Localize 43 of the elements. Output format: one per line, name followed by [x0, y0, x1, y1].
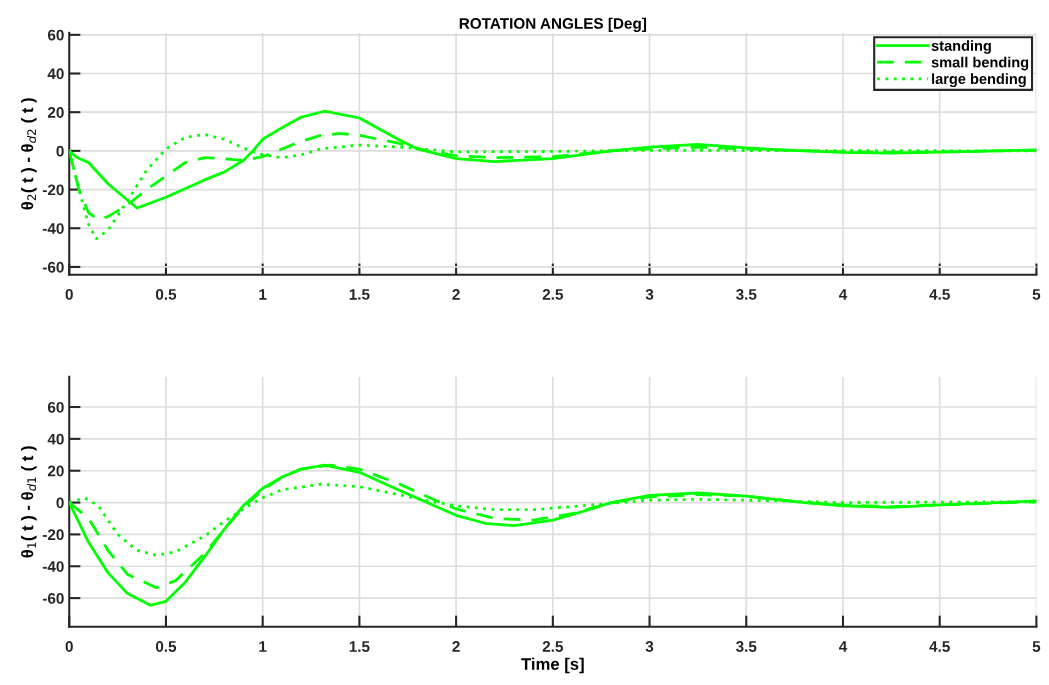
x-tick-label: 1.5 [349, 289, 370, 300]
y-tick-label: -20 [42, 184, 64, 196]
x-tick-label: 1 [259, 641, 267, 652]
x-tick-label: 3 [645, 288, 654, 300]
x-tick-label: 1.5 [349, 641, 370, 652]
y-tick-label: -60 [42, 261, 64, 273]
x-tick-label: 5 [1032, 289, 1041, 300]
y-tick-label: 60 [47, 401, 64, 413]
x-tick-label: 4 [838, 641, 848, 652]
x-tick-label: 0.5 [155, 288, 177, 300]
y-tick-label: 0 [56, 145, 64, 157]
x-tick-label: 0 [65, 288, 73, 300]
y-tick-label: -20 [42, 529, 64, 541]
y-tick-label: 20 [47, 465, 64, 477]
x-tick-label: 2 [452, 641, 460, 652]
x-tick-label: 4.5 [929, 289, 950, 300]
y-tick-label: 60 [47, 29, 64, 41]
y-tick-label: 40 [47, 433, 64, 445]
chart-title: ROTATION ANGLES [Deg] [459, 17, 647, 32]
x-tick-label: 3.5 [735, 288, 757, 300]
x-tick-label: 4 [838, 289, 848, 300]
x-tick-label: 1 [259, 289, 267, 300]
y-tick-label: -40 [42, 561, 64, 572]
x-tick-label: 2.5 [542, 641, 564, 652]
x-tick-label: 4.5 [929, 641, 950, 652]
x-tick-label: 3 [645, 641, 654, 652]
y-axis-title: θ$_{2}$( t ) - θ$_{d2}$ ( t ) [21, 98, 37, 210]
y-axis-title: θ$_{1}$( t ) - θ$_{d1}$ ( t ) [21, 446, 37, 558]
x-tick-label: 3.5 [735, 641, 757, 652]
y-tick-label: -40 [42, 223, 64, 234]
x-axis-title: Time [s] [521, 657, 584, 674]
y-tick-label: 0 [56, 497, 64, 509]
y-tick-label: -60 [42, 592, 64, 604]
x-tick-label: 5 [1032, 641, 1041, 652]
legend-label: large bending [932, 73, 1026, 87]
x-tick-label: 0.5 [155, 641, 177, 652]
y-tick-label: 40 [47, 68, 64, 80]
x-tick-label: 0 [65, 641, 73, 652]
legend-label: small bending [931, 56, 1029, 71]
x-tick-label: 2 [452, 288, 460, 300]
legend-label: standing [931, 40, 991, 54]
y-tick-label: 20 [47, 107, 64, 118]
x-tick-label: 2.5 [542, 288, 564, 300]
